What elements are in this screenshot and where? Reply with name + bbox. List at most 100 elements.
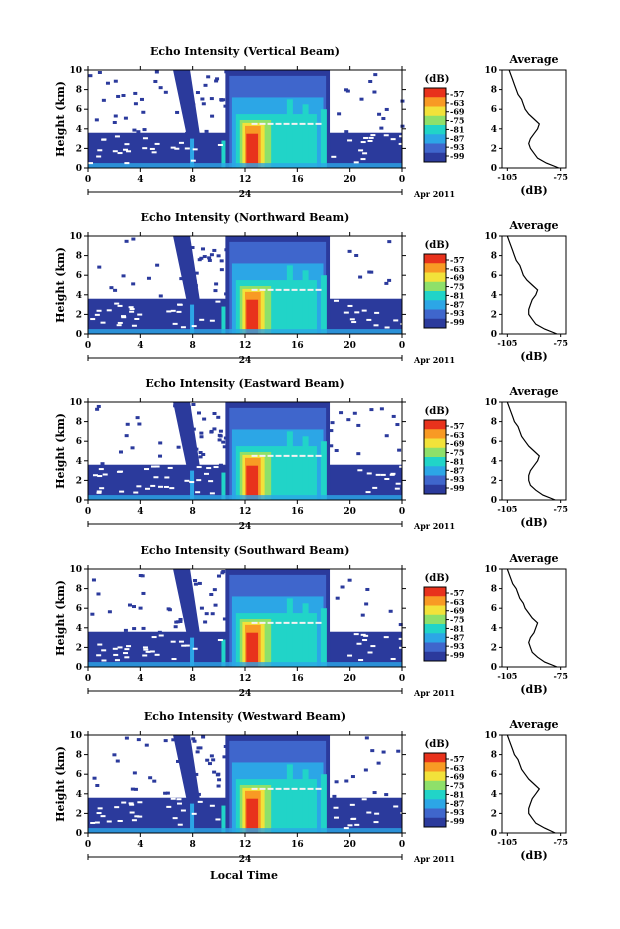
heatmap-cell bbox=[246, 798, 259, 833]
colorbar-tick-label: -57 bbox=[450, 421, 464, 431]
heatmap-cell bbox=[101, 98, 106, 102]
average-x-label: (dB) bbox=[520, 516, 547, 529]
heatmap-cell bbox=[222, 755, 227, 759]
heatmap-cell bbox=[88, 495, 402, 500]
average-profile-line bbox=[506, 734, 556, 834]
colorbar-tick-label: -57 bbox=[450, 754, 464, 764]
heatmap-cell bbox=[216, 784, 221, 788]
heatmap-gap bbox=[373, 821, 379, 824]
heatmap-cell bbox=[340, 585, 345, 589]
heatmap-cell bbox=[246, 632, 259, 667]
y-tick-label: 4 bbox=[76, 624, 82, 634]
heatmap-cell bbox=[178, 617, 183, 621]
heatmap-gap bbox=[384, 478, 390, 481]
heatmap-cell bbox=[113, 114, 118, 118]
heatmap-gap bbox=[398, 637, 404, 640]
colorbar-frame bbox=[423, 419, 447, 495]
avg-y-tick-label: 6 bbox=[491, 437, 497, 447]
avg-y-tick-label: 4 bbox=[491, 291, 497, 301]
average-frame bbox=[501, 235, 567, 335]
heatmap-cell bbox=[193, 582, 198, 586]
colorbar-unit: (dB) bbox=[425, 406, 450, 417]
colorbar-swatch bbox=[424, 633, 446, 643]
x-tick-label: 12 bbox=[239, 175, 252, 185]
heatmap-cell bbox=[88, 329, 402, 334]
heatmap-cell bbox=[173, 735, 201, 804]
heatmap-gap bbox=[154, 465, 160, 468]
avg-x-tick-label: -75 bbox=[553, 837, 567, 847]
x-tick-label: 16 bbox=[291, 674, 304, 684]
colorbar-tick-label: -93 bbox=[450, 641, 465, 651]
heatmap-gap bbox=[142, 137, 148, 140]
heatmap-gap bbox=[124, 656, 130, 659]
heatmap-gap bbox=[196, 479, 202, 482]
heatmap-cell bbox=[158, 441, 163, 445]
heatmap-cell bbox=[344, 130, 349, 134]
heatmap-gap bbox=[181, 644, 187, 647]
heatmap-cell bbox=[212, 588, 217, 592]
heatmap-gap bbox=[390, 657, 396, 660]
heatmap-cell bbox=[218, 463, 223, 467]
avg-y-tick-label: 0 bbox=[491, 663, 497, 673]
colorbar-tick-label: -81 bbox=[450, 456, 464, 466]
heatmap-gap bbox=[217, 143, 223, 146]
heatmap-gap bbox=[117, 646, 123, 649]
heatmap-cell bbox=[112, 120, 117, 124]
heatmap-gap bbox=[333, 299, 339, 302]
colorbar-tick-label: -87 bbox=[450, 465, 464, 475]
heatmap-cell bbox=[377, 112, 382, 116]
x-tick-label: 0 bbox=[85, 341, 91, 351]
heatmap-gap bbox=[149, 147, 155, 150]
heatmap-cell bbox=[203, 83, 208, 87]
colorbar-swatch bbox=[424, 309, 446, 320]
heatmap-gap bbox=[137, 815, 143, 818]
heatmap-gap bbox=[96, 309, 102, 312]
colorbar-swatch bbox=[424, 475, 446, 486]
avg-x-tick-label: -105 bbox=[497, 172, 517, 182]
heatmap-gap bbox=[169, 487, 175, 490]
heatmap-gap bbox=[142, 646, 148, 649]
heatmap-cell bbox=[190, 246, 195, 250]
heatmap-gap bbox=[172, 322, 178, 325]
average-x-label: (dB) bbox=[520, 350, 547, 363]
heatmap-gap bbox=[163, 485, 169, 488]
heatmap-cell bbox=[176, 759, 181, 763]
y-tick-label: 4 bbox=[76, 457, 82, 467]
avg-y-tick-label: 8 bbox=[491, 751, 497, 761]
colorbar-tick-label: -63 bbox=[450, 597, 465, 607]
heatmap-gap bbox=[199, 318, 205, 321]
heatmap-gap bbox=[126, 645, 132, 648]
heatmap-cell bbox=[209, 430, 214, 434]
heatmap-cell bbox=[329, 444, 334, 448]
heatmap-gap bbox=[358, 149, 364, 152]
heatmap-gap bbox=[171, 658, 177, 661]
colorbar-swatch bbox=[424, 318, 446, 329]
colorbar-swatch bbox=[424, 642, 446, 653]
x-tick-label: 4 bbox=[137, 507, 143, 517]
heatmap-gap bbox=[133, 491, 139, 494]
y-tick-label: 10 bbox=[69, 731, 82, 741]
heatmap-gap bbox=[370, 134, 376, 137]
heatmap-gap bbox=[172, 817, 178, 820]
heatmap-cell bbox=[221, 472, 226, 500]
heatmap-gap bbox=[136, 485, 142, 488]
day-label: 24 bbox=[239, 855, 252, 865]
heatmap-cell bbox=[302, 270, 309, 334]
y-tick-label: 10 bbox=[69, 232, 82, 242]
heatmap-gap bbox=[124, 648, 130, 651]
heatmap-cell bbox=[88, 828, 402, 833]
x-tick-label: 16 bbox=[291, 175, 304, 185]
colorbar-swatch bbox=[424, 457, 446, 467]
colorbar-tick-label: -63 bbox=[450, 430, 465, 440]
heatmap-cell bbox=[123, 628, 128, 632]
heatmap-gap bbox=[166, 805, 172, 808]
heatmap-cell bbox=[211, 758, 216, 762]
heatmap-gap bbox=[367, 651, 373, 654]
heatmap-gap bbox=[190, 159, 196, 162]
heatmap-cell bbox=[141, 591, 146, 595]
heatmap-cell bbox=[125, 422, 130, 426]
heatmap-gap bbox=[192, 647, 198, 650]
heatmap-gap bbox=[131, 324, 137, 327]
colorbar-tick-label: -81 bbox=[450, 623, 464, 633]
heatmap-cell bbox=[176, 445, 181, 449]
